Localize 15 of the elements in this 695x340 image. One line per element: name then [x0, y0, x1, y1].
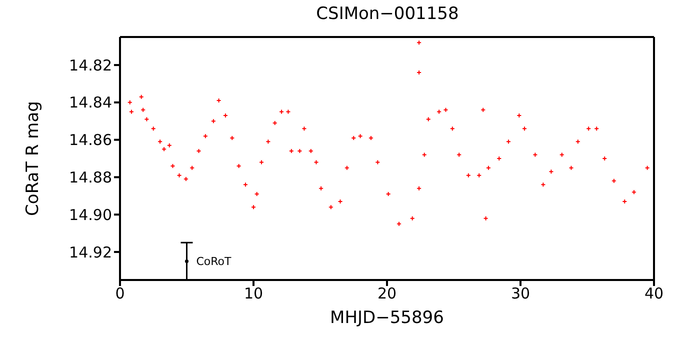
y-tick-label: 14.90	[69, 206, 112, 224]
chart-title: CSIMon−001158	[315, 4, 460, 24]
y-tick-label: 14.88	[69, 168, 112, 187]
x-axis-title: MHJD−55896	[330, 308, 444, 328]
y-axis-title: CoRaT R mag	[23, 101, 44, 216]
y-tick-label: 14.82	[69, 56, 112, 74]
series-label: CoRoT	[196, 255, 232, 268]
y-tick-label: 14.86	[69, 131, 112, 150]
x-tick-label: 10	[244, 284, 264, 303]
y-tick-label: 14.84	[69, 94, 112, 112]
x-tick-label: 0	[115, 284, 125, 303]
x-tick-label: 20	[377, 284, 397, 303]
y-tick-label: 14.92	[69, 243, 112, 262]
x-tick-label: 30	[510, 284, 530, 303]
x-tick-label: 40	[644, 284, 664, 303]
